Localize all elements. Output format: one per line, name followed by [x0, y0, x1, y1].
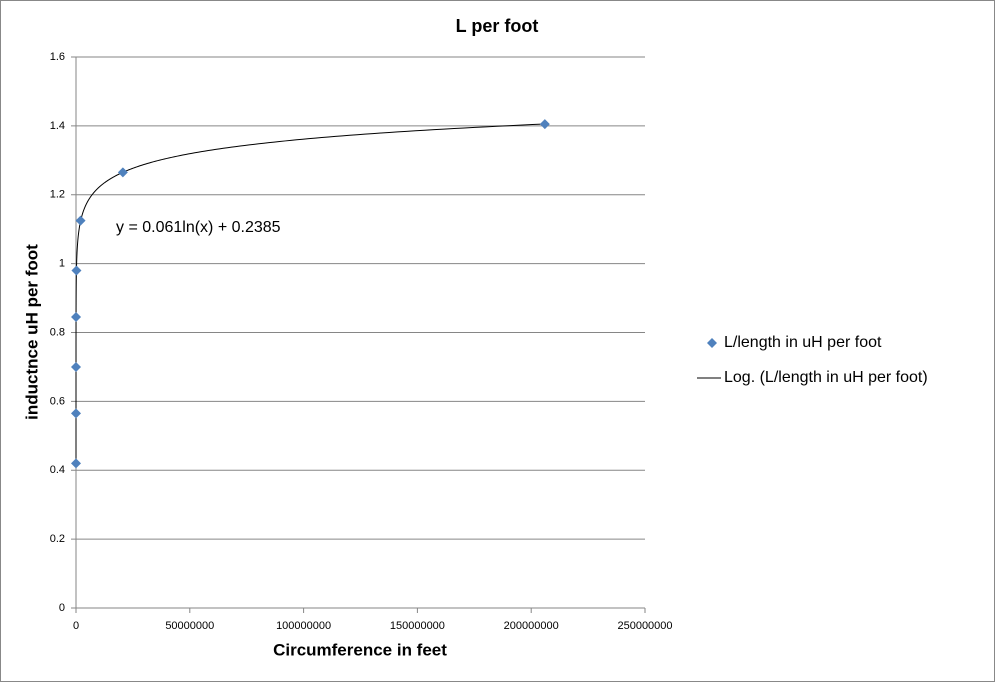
chart-title: L per foot	[456, 16, 539, 36]
x-tick-label: 250000000	[617, 620, 672, 632]
y-tick-label: 0.4	[50, 464, 65, 476]
legend-label: L/length in uH per foot	[724, 334, 882, 351]
point	[71, 458, 82, 469]
y-tick-label: 0.2	[50, 533, 65, 545]
y-axis-label: inductnce uH per foot	[22, 244, 41, 420]
y-tick-label: 0.6	[50, 395, 65, 407]
point	[75, 215, 86, 226]
legend-label: Log. (L/length in uH per foot)	[724, 369, 928, 386]
point	[71, 265, 82, 276]
trendline	[75, 123, 545, 463]
x-tick-label: 100000000	[276, 620, 331, 632]
x-tick-label: 0	[73, 620, 79, 632]
y-tick-label: 1.6	[50, 51, 65, 63]
x-tick-label: 50000000	[165, 620, 214, 632]
y-tick-label: 0	[59, 602, 65, 614]
y-tick-label: 1	[59, 258, 65, 270]
point	[71, 408, 82, 419]
point	[71, 312, 82, 323]
legend-marker	[707, 338, 717, 348]
point	[71, 361, 82, 372]
y-tick-label: 1.2	[50, 189, 65, 201]
point	[539, 119, 550, 130]
x-axis-label: Circumference in feet	[273, 640, 447, 659]
x-tick-label: 150000000	[390, 620, 445, 632]
point	[117, 167, 128, 178]
y-tick-label: 0.8	[50, 326, 65, 338]
y-tick-label: 1.4	[50, 120, 65, 132]
trendline-equation: y = 0.061ln(x) + 0.2385	[116, 219, 281, 236]
x-tick-label: 200000000	[504, 620, 559, 632]
